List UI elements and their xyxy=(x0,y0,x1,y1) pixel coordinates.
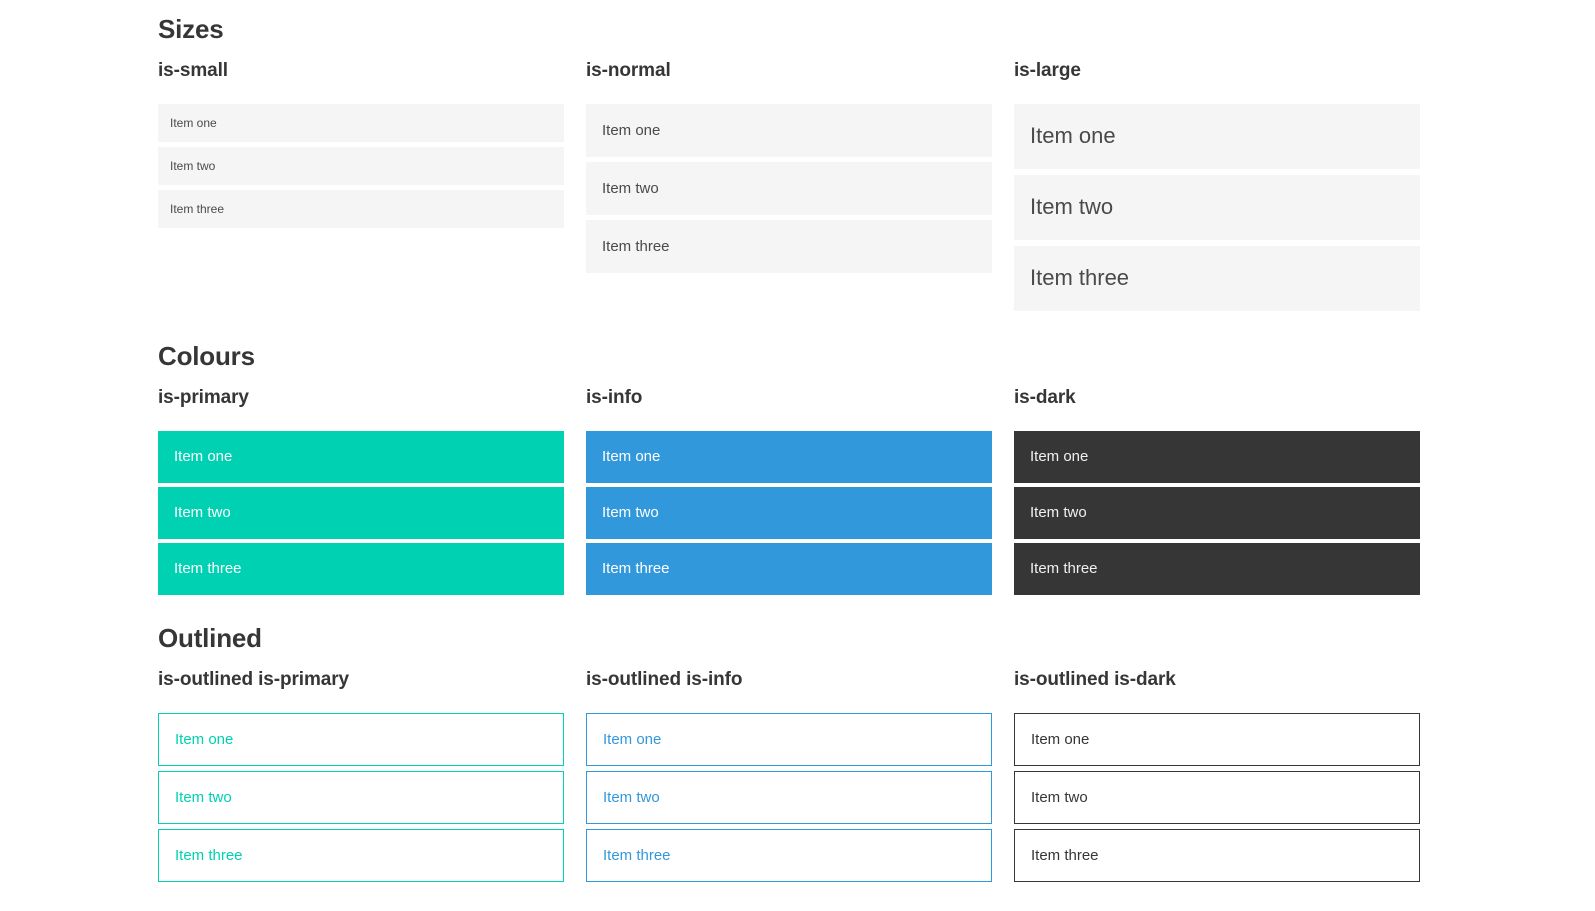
group-is-outlined-is-primary: is-outlined is-primary Item one Item two… xyxy=(158,668,564,887)
group-is-info: is-info Item one Item two Item three xyxy=(586,386,992,599)
colours-groups: is-primary Item one Item two Item three … xyxy=(158,386,1420,599)
group-is-outlined-is-info: is-outlined is-info Item one Item two It… xyxy=(586,668,992,887)
group-label: is-small xyxy=(158,60,228,82)
list-outlined-dark: Item one Item two Item three xyxy=(1014,712,1420,882)
group-label: is-normal xyxy=(586,60,671,82)
list-item[interactable]: Item one xyxy=(586,430,992,483)
section-sizes: Sizes is-small Item one Item two Item th… xyxy=(158,14,1420,317)
list-item[interactable]: Item three xyxy=(586,219,992,273)
list-item[interactable]: Item one xyxy=(586,712,992,766)
list-large: Item one Item two Item three xyxy=(1014,103,1420,311)
section-colours: Colours is-primary Item one Item two Ite… xyxy=(158,341,1420,599)
list-item[interactable]: Item one xyxy=(586,103,992,157)
list-outlined-primary: Item one Item two Item three xyxy=(158,712,564,882)
list-item[interactable]: Item two xyxy=(158,486,564,539)
list-item[interactable]: Item three xyxy=(1014,245,1420,311)
section-title: Sizes xyxy=(158,14,224,44)
list-small: Item one Item two Item three xyxy=(158,103,564,228)
group-label: is-outlined is-info xyxy=(586,669,743,691)
list-item[interactable]: Item two xyxy=(158,770,564,824)
group-label: is-outlined is-dark xyxy=(1014,669,1176,691)
list-item[interactable]: Item three xyxy=(586,828,992,882)
list-item[interactable]: Item three xyxy=(158,828,564,882)
list-item[interactable]: Item one xyxy=(1014,430,1420,483)
list-item[interactable]: Item three xyxy=(1014,828,1420,882)
group-label: is-dark xyxy=(1014,387,1076,409)
list-item[interactable]: Item three xyxy=(158,189,564,228)
group-label: is-primary xyxy=(158,387,249,409)
sizes-groups: is-small Item one Item two Item three is… xyxy=(158,59,1420,317)
list-item[interactable]: Item three xyxy=(1014,542,1420,595)
group-is-outlined-is-dark: is-outlined is-dark Item one Item two It… xyxy=(1014,668,1420,887)
list-item[interactable]: Item three xyxy=(586,542,992,595)
list-item[interactable]: Item one xyxy=(1014,712,1420,766)
section-title: Outlined xyxy=(158,622,262,653)
list-item[interactable]: Item two xyxy=(1014,770,1420,824)
list-item[interactable]: Item two xyxy=(1014,486,1420,539)
list-item[interactable]: Item two xyxy=(1014,174,1420,240)
group-label: is-large xyxy=(1014,60,1081,82)
list-item[interactable]: Item two xyxy=(158,146,564,185)
list-dark: Item one Item two Item three xyxy=(1014,430,1420,595)
list-normal: Item one Item two Item three xyxy=(586,103,992,273)
group-is-small: is-small Item one Item two Item three xyxy=(158,59,564,317)
list-info: Item one Item two Item three xyxy=(586,430,992,595)
group-is-primary: is-primary Item one Item two Item three xyxy=(158,386,564,599)
list-item[interactable]: Item one xyxy=(158,103,564,142)
list-component-demo-page: Sizes is-small Item one Item two Item th… xyxy=(158,14,1420,887)
group-label: is-info xyxy=(586,387,643,409)
list-item[interactable]: Item two xyxy=(586,161,992,215)
list-item[interactable]: Item three xyxy=(158,542,564,595)
group-is-normal: is-normal Item one Item two Item three xyxy=(586,59,992,317)
list-primary: Item one Item two Item three xyxy=(158,430,564,595)
list-item[interactable]: Item one xyxy=(1014,103,1420,169)
group-is-dark: is-dark Item one Item two Item three xyxy=(1014,386,1420,599)
list-item[interactable]: Item one xyxy=(158,712,564,766)
group-is-large: is-large Item one Item two Item three xyxy=(1014,59,1420,317)
group-label: is-outlined is-primary xyxy=(158,669,350,691)
outlined-groups: is-outlined is-primary Item one Item two… xyxy=(158,668,1420,887)
list-item[interactable]: Item one xyxy=(158,430,564,483)
section-title: Colours xyxy=(158,340,255,371)
section-outlined: Outlined is-outlined is-primary Item one… xyxy=(158,623,1420,887)
list-item[interactable]: Item two xyxy=(586,770,992,824)
list-item[interactable]: Item two xyxy=(586,486,992,539)
list-outlined-info: Item one Item two Item three xyxy=(586,712,992,882)
